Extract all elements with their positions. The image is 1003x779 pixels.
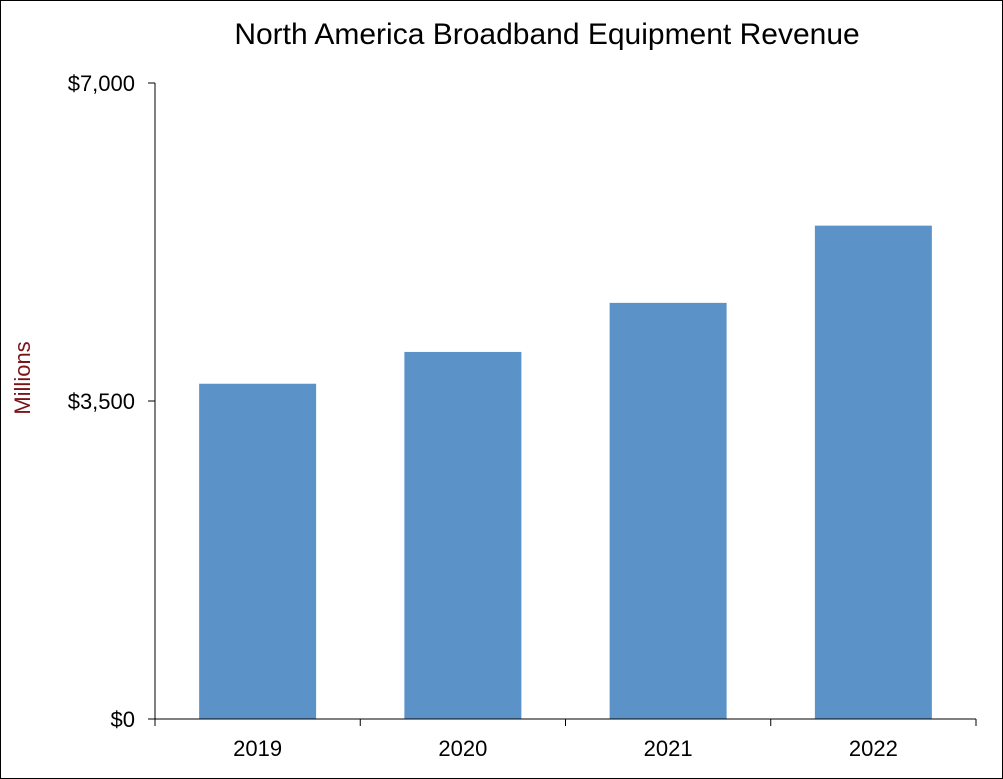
bar-2020	[404, 351, 522, 719]
x-tick-label: 2020	[438, 736, 487, 761]
y-tick-label: $7,000	[68, 71, 135, 96]
bars-group	[199, 225, 932, 719]
y-axis-label: Millions	[10, 341, 35, 414]
y-ticks-group: $0 $3,500 $7,000	[68, 71, 155, 732]
bar-2019	[199, 383, 317, 719]
bar-2021	[609, 302, 727, 719]
y-tick-label: $0	[111, 707, 135, 732]
bar-2022	[814, 225, 932, 719]
x-tick-label: 2019	[233, 736, 282, 761]
x-tick-label: 2022	[849, 736, 898, 761]
y-tick-label: $3,500	[68, 389, 135, 414]
chart-title: North America Broadband Equipment Revenu…	[234, 18, 859, 51]
x-tick-label: 2021	[644, 736, 693, 761]
x-ticks-group: 2019 2020 2021 2022	[154, 719, 977, 761]
